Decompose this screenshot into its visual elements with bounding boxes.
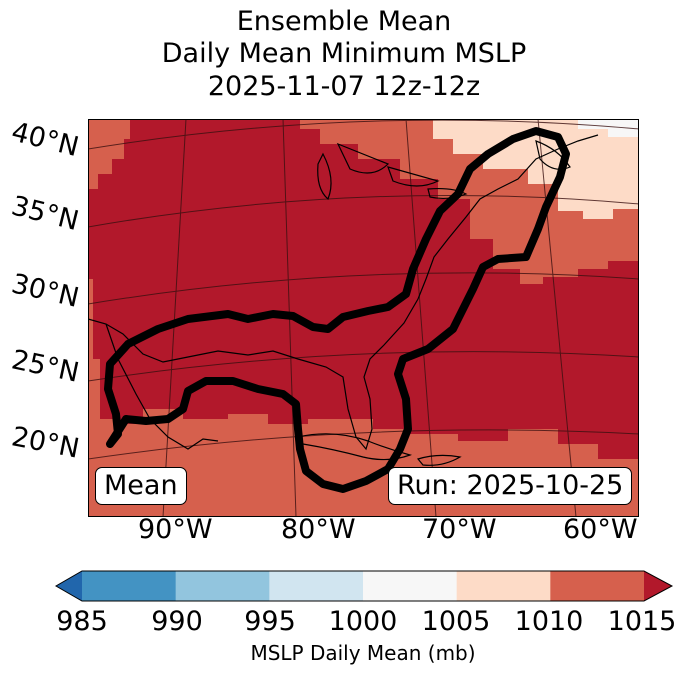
lon-label-60w: 60°W: [563, 514, 638, 545]
colorbar-cell: [456, 571, 551, 601]
map-frame: [88, 119, 639, 517]
lat-label-35n: 35°N: [8, 190, 82, 238]
colorbar-extend-high: [644, 571, 672, 601]
lon-label-90w: 90°W: [138, 514, 213, 545]
mean-label-box: Mean: [95, 467, 187, 505]
graticule: [88, 119, 639, 517]
colorbar-label: MSLP Daily Mean (mb): [250, 641, 476, 665]
run-date-box: Run: 2025-10-25: [388, 467, 633, 505]
title-line-3: 2025-11-07 12z-12z: [207, 71, 481, 102]
colorbar-tick-985: 985: [56, 606, 108, 637]
lon-label-70w: 70°W: [422, 514, 497, 545]
colorbar-tick-1015: 1015: [607, 606, 677, 637]
pressure-field-light: [433, 119, 639, 219]
pressure-field-south: [88, 279, 639, 517]
colorbar-tick-1010: 1010: [514, 606, 584, 637]
colorbar-extend-low: [56, 571, 82, 601]
colorbar-tick-995: 995: [244, 606, 296, 637]
colorbar-cell: [363, 571, 458, 601]
lat-label-25n: 25°N: [8, 344, 82, 389]
pressure-field-white: [578, 119, 639, 137]
lat-label-30n: 30°N: [8, 268, 82, 314]
colorbar-cell: [175, 571, 270, 601]
colorbar-cell: [82, 571, 177, 601]
contour-line: [104, 127, 570, 493]
pressure-field-nw: [88, 119, 130, 189]
lon-label-80w: 80°W: [281, 514, 356, 545]
colorbar-cell: [269, 571, 364, 601]
coastlines: [88, 134, 599, 466]
colorbar-outline: [54, 570, 674, 602]
title-line-1: Ensemble Mean: [236, 6, 452, 37]
lat-label-40n: 40°N: [8, 116, 82, 164]
colorbar-tick-1000: 1000: [328, 606, 398, 637]
lat-label-20n: 20°N: [9, 421, 82, 465]
colorbar-tick-990: 990: [151, 606, 203, 637]
colorbar: [54, 570, 674, 602]
colorbar-tick-1005: 1005: [421, 606, 491, 637]
colorbar-cell: [550, 571, 645, 601]
map-panel: [88, 119, 639, 517]
title-line-2: Daily Mean Minimum MSLP: [161, 38, 527, 69]
